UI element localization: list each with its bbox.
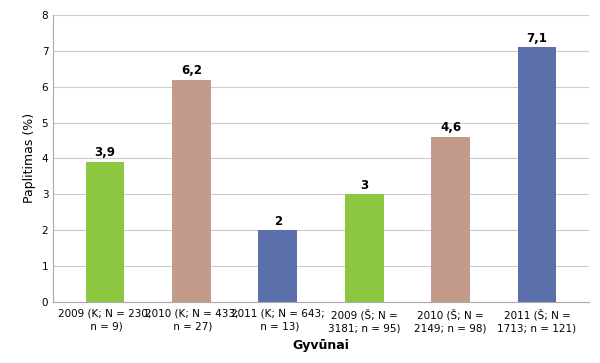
Bar [431,137,470,302]
Text: 4,6: 4,6 [440,121,461,134]
Text: 2: 2 [274,215,282,228]
Bar [172,79,211,302]
Bar [259,230,297,302]
Bar [86,162,124,302]
Text: 7,1: 7,1 [527,32,547,45]
Text: 3: 3 [360,179,368,192]
Text: 3,9: 3,9 [94,147,115,159]
Text: 6,2: 6,2 [181,64,202,77]
Bar [345,194,383,302]
Y-axis label: Paplitimas (%): Paplitimas (%) [23,113,36,204]
X-axis label: Gyvūnai: Gyvūnai [293,339,349,352]
Bar [518,47,556,302]
